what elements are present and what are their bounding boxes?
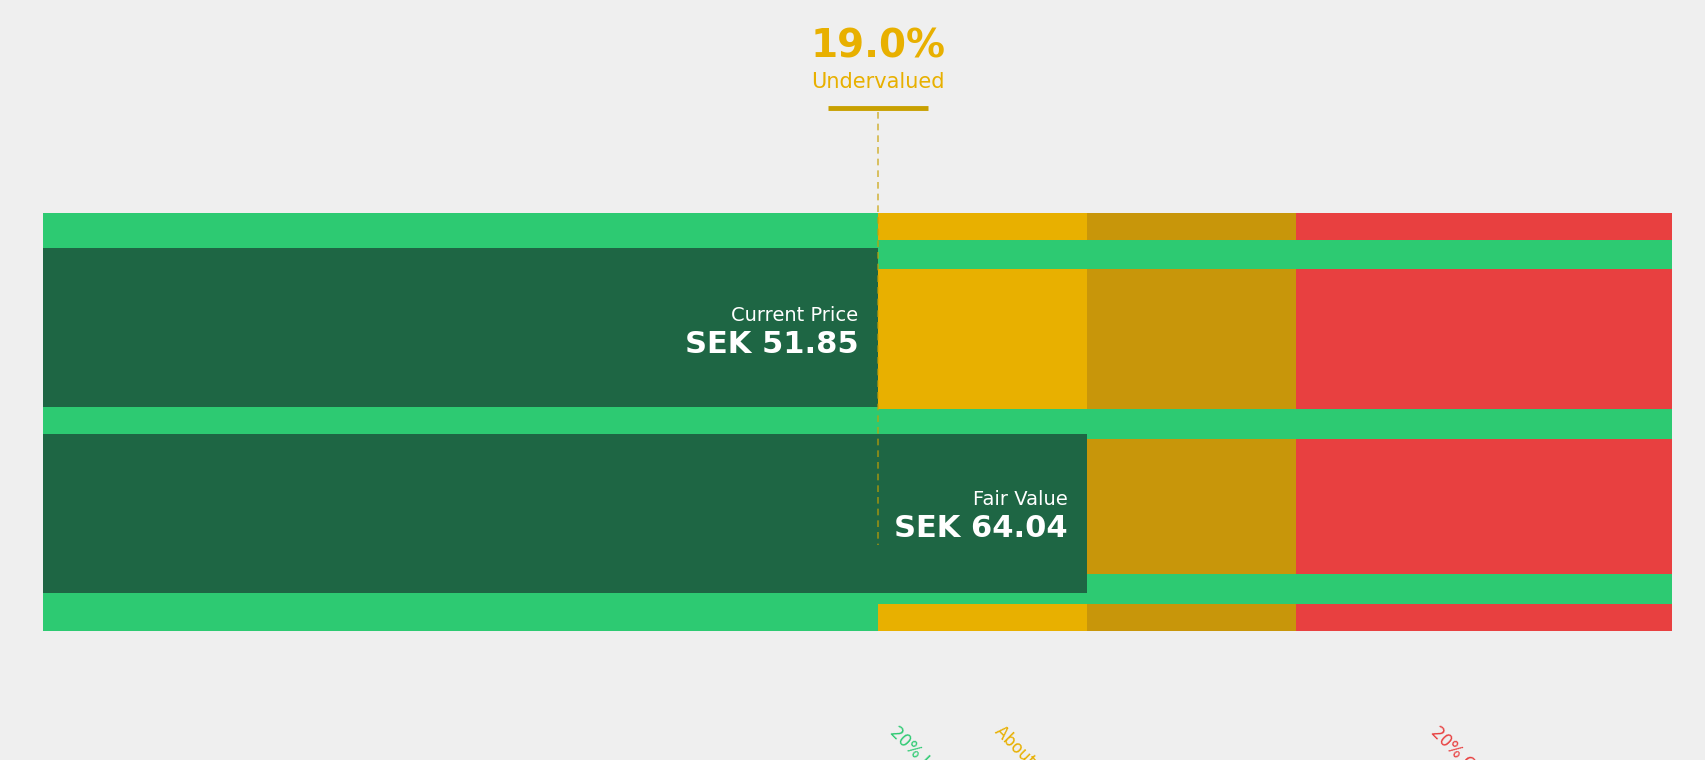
Bar [43,409,1671,439]
Bar [43,575,1671,603]
Text: Undervalued: Undervalued [812,72,945,92]
Bar [43,249,878,407]
Bar [43,213,878,631]
Text: Current Price: Current Price [731,306,858,325]
Text: SEK 51.85: SEK 51.85 [684,330,858,359]
Text: SEK 64.04: SEK 64.04 [893,514,1067,543]
Bar [43,434,1086,593]
Text: 19.0%: 19.0% [810,28,945,66]
Text: 20% Overvalued: 20% Overvalued [1427,723,1536,760]
Text: 20% Undervalued: 20% Undervalued [885,723,1003,760]
Text: About Right: About Right [991,723,1072,760]
Bar [43,240,1671,269]
Bar [1296,213,1671,631]
Bar [878,213,1086,631]
Text: Fair Value: Fair Value [972,489,1067,508]
Bar [1086,213,1296,631]
